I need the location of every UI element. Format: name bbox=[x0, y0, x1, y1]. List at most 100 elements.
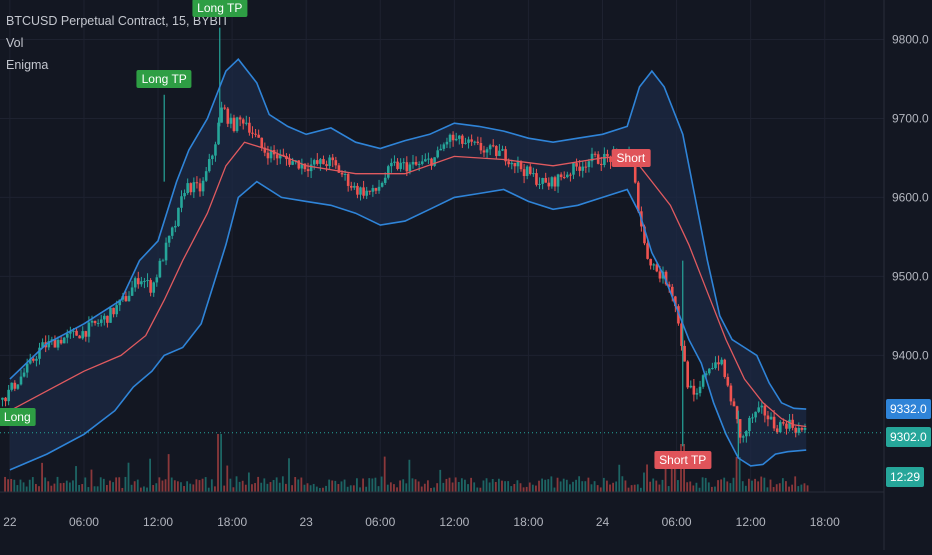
candle-body bbox=[550, 177, 554, 187]
volume-bar bbox=[707, 482, 710, 492]
candle-body bbox=[405, 162, 409, 172]
volume-bar bbox=[556, 477, 559, 492]
volume-bar bbox=[136, 479, 139, 492]
volume-indicator-label[interactable]: Vol bbox=[6, 36, 24, 50]
symbol-title[interactable]: BTCUSD Perpetual Contract, 15, BYBIT bbox=[6, 14, 230, 28]
volume-bar bbox=[732, 477, 735, 492]
volume-bar bbox=[402, 479, 405, 492]
volume-bar bbox=[497, 478, 500, 492]
candle bbox=[201, 177, 205, 196]
volume-bar bbox=[473, 482, 476, 492]
volume-bar bbox=[35, 483, 37, 492]
candle bbox=[448, 133, 452, 149]
candle-body bbox=[115, 305, 118, 315]
volume-bar bbox=[164, 479, 167, 492]
candle-body bbox=[470, 139, 473, 142]
candle-body bbox=[59, 339, 63, 344]
volume-bar bbox=[124, 476, 127, 492]
candle bbox=[760, 400, 764, 414]
candle bbox=[646, 238, 649, 260]
volume-bar bbox=[633, 484, 636, 492]
candle-body bbox=[775, 428, 779, 433]
candle-body bbox=[229, 117, 233, 124]
candle bbox=[417, 161, 421, 172]
volume-bar bbox=[334, 480, 337, 492]
volume-bar bbox=[729, 483, 732, 492]
candle bbox=[683, 340, 686, 362]
candle bbox=[501, 145, 504, 152]
candle-body bbox=[501, 149, 504, 151]
volume-bar bbox=[624, 480, 627, 492]
candle-body bbox=[707, 368, 711, 374]
volume-bar bbox=[757, 481, 760, 492]
volume-bar bbox=[232, 487, 235, 492]
candle-body bbox=[461, 135, 464, 144]
candle bbox=[362, 180, 365, 199]
candle bbox=[556, 173, 560, 193]
volume-bar bbox=[380, 476, 383, 492]
candle bbox=[143, 277, 146, 289]
y-tick-label: 9700.0 bbox=[892, 111, 929, 125]
candle-body bbox=[235, 117, 239, 132]
candle bbox=[763, 403, 767, 423]
volume-bar bbox=[658, 484, 661, 492]
candle-body bbox=[112, 307, 115, 315]
candle-body bbox=[803, 427, 807, 430]
candle-body bbox=[207, 159, 211, 172]
volume-bar bbox=[803, 483, 806, 492]
candle-body bbox=[695, 393, 699, 395]
candle bbox=[251, 126, 254, 139]
volume-bar bbox=[643, 472, 645, 492]
volume-bar bbox=[220, 434, 222, 492]
candle bbox=[334, 156, 338, 169]
candle-body bbox=[562, 177, 566, 179]
volume-bar bbox=[356, 478, 358, 492]
candle bbox=[785, 420, 788, 435]
volume-bar bbox=[368, 478, 371, 492]
volume-bar bbox=[272, 480, 275, 492]
candle bbox=[238, 115, 242, 127]
candle-body bbox=[103, 315, 106, 320]
candle-body bbox=[90, 320, 94, 323]
volume-bar bbox=[4, 476, 6, 492]
candle bbox=[476, 136, 480, 145]
volume-bar bbox=[331, 480, 334, 492]
volume-bar bbox=[241, 480, 244, 492]
candle-body bbox=[241, 119, 245, 124]
candle-body bbox=[223, 107, 227, 109]
candle bbox=[10, 382, 14, 392]
candle bbox=[559, 172, 563, 181]
candle-body bbox=[217, 122, 220, 145]
candle-body bbox=[538, 183, 541, 185]
volume-bar bbox=[710, 486, 713, 492]
candle bbox=[346, 172, 350, 192]
candle bbox=[365, 186, 368, 200]
volume-bar bbox=[47, 481, 50, 492]
volume-bar bbox=[112, 482, 114, 492]
candle-body bbox=[498, 150, 501, 156]
enigma-indicator-label[interactable]: Enigma bbox=[6, 58, 49, 72]
volume-bar bbox=[214, 486, 216, 492]
candle-body bbox=[732, 401, 736, 407]
volume-bar bbox=[797, 486, 800, 492]
candle-body bbox=[726, 376, 730, 386]
volume-bar bbox=[143, 486, 145, 492]
candle-body bbox=[411, 161, 415, 165]
candle bbox=[738, 419, 742, 444]
volume-bar bbox=[778, 483, 781, 492]
volume-bar bbox=[420, 486, 423, 492]
volume-bar bbox=[788, 486, 790, 492]
volume-bar bbox=[748, 478, 750, 492]
candle bbox=[470, 134, 473, 146]
candle-body bbox=[232, 117, 236, 132]
candle-body bbox=[149, 280, 152, 293]
volume-bar bbox=[538, 480, 540, 492]
candle bbox=[90, 315, 94, 327]
candle bbox=[692, 378, 696, 402]
volume-bar bbox=[204, 477, 207, 492]
candle bbox=[461, 134, 464, 148]
volume-bar bbox=[627, 487, 630, 492]
volume-bar bbox=[568, 484, 571, 492]
